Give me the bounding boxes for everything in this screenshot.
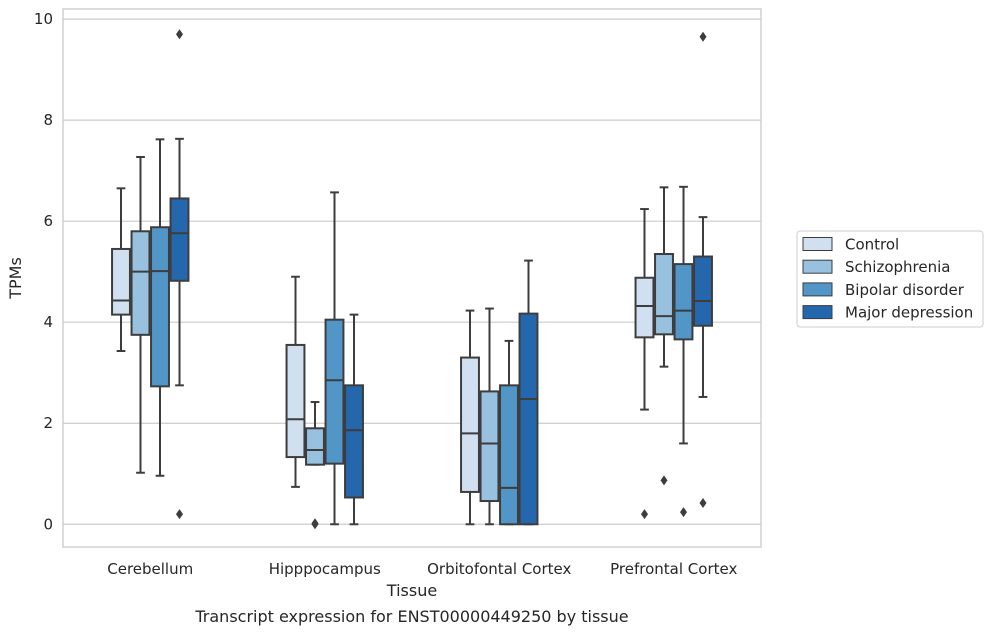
box-group <box>518 259 539 526</box>
outlier-point <box>680 507 687 518</box>
box <box>499 384 519 526</box>
y-tick-label: 6 <box>43 212 53 230</box>
x-tick-label: Hipppocampus <box>269 560 381 578</box>
box-series <box>111 29 713 530</box>
y-axis-title: TPMs <box>6 257 25 300</box>
legend-frame <box>796 230 984 328</box>
box <box>169 197 190 282</box>
box-group <box>150 138 170 477</box>
y-tick-label: 0 <box>43 515 53 533</box>
legend-label: Control <box>845 236 899 254</box>
y-tick-labels: 0 2 4 6 8 10 <box>34 10 53 533</box>
box <box>344 384 364 499</box>
box <box>518 312 539 526</box>
box-group <box>654 186 674 486</box>
legend-swatch <box>802 305 833 320</box>
box <box>305 427 325 466</box>
box <box>634 276 655 339</box>
outlier-point <box>699 498 707 509</box>
box <box>111 247 131 316</box>
y-tick-label: 10 <box>34 10 53 28</box>
box <box>479 390 500 503</box>
box-group <box>285 275 306 488</box>
y-tick-label: 2 <box>43 414 53 432</box>
legend-label: Major depression <box>845 304 973 322</box>
outlier-point <box>176 509 183 520</box>
box-group <box>634 208 655 520</box>
chart-caption: Transcript expression for ENST0000044925… <box>194 607 628 626</box>
box-group <box>693 31 713 509</box>
box-group <box>130 156 151 474</box>
legend-swatch <box>802 282 833 297</box>
box <box>150 226 170 388</box>
box-group <box>479 307 500 526</box>
legend: Control Schizophrenia Bipolar disorder Majo… <box>796 230 984 328</box>
box-group <box>499 339 519 526</box>
box-group <box>344 313 364 526</box>
outlier-point <box>641 509 648 520</box>
x-tick-label: Orbitofontal Cortex <box>427 560 571 578</box>
box-group <box>460 309 480 526</box>
box <box>693 255 713 327</box>
box-group <box>305 401 325 530</box>
x-tick-labels: Cerebellum Hipppocampus Orbitofontal Corte… <box>107 560 737 578</box>
box <box>654 253 674 336</box>
box <box>285 343 306 459</box>
plot-frame <box>62 8 762 548</box>
box-group <box>324 191 345 526</box>
y-tick-label: 4 <box>43 313 53 331</box>
x-tick-label: Cerebellum <box>107 560 193 578</box>
box <box>130 230 151 336</box>
legend-label: Schizophrenia <box>845 258 950 276</box>
box <box>324 318 345 465</box>
box <box>460 356 480 493</box>
box <box>673 263 694 341</box>
y-tick-label: 8 <box>43 111 53 129</box>
legend-label: Bipolar disorder <box>845 281 965 299</box>
outlier-point <box>176 29 183 40</box>
box-group <box>673 185 694 518</box>
x-axis-title: Tissue <box>386 581 437 600</box>
box-group <box>169 29 190 520</box>
outlier-point <box>699 31 707 42</box>
box-group <box>111 187 131 352</box>
outlier-point <box>311 518 319 529</box>
outlier-point <box>660 475 668 486</box>
x-tick-label: Prefrontal Cortex <box>610 560 737 578</box>
legend-swatch <box>802 259 833 274</box>
legend-swatch <box>802 237 833 251</box>
